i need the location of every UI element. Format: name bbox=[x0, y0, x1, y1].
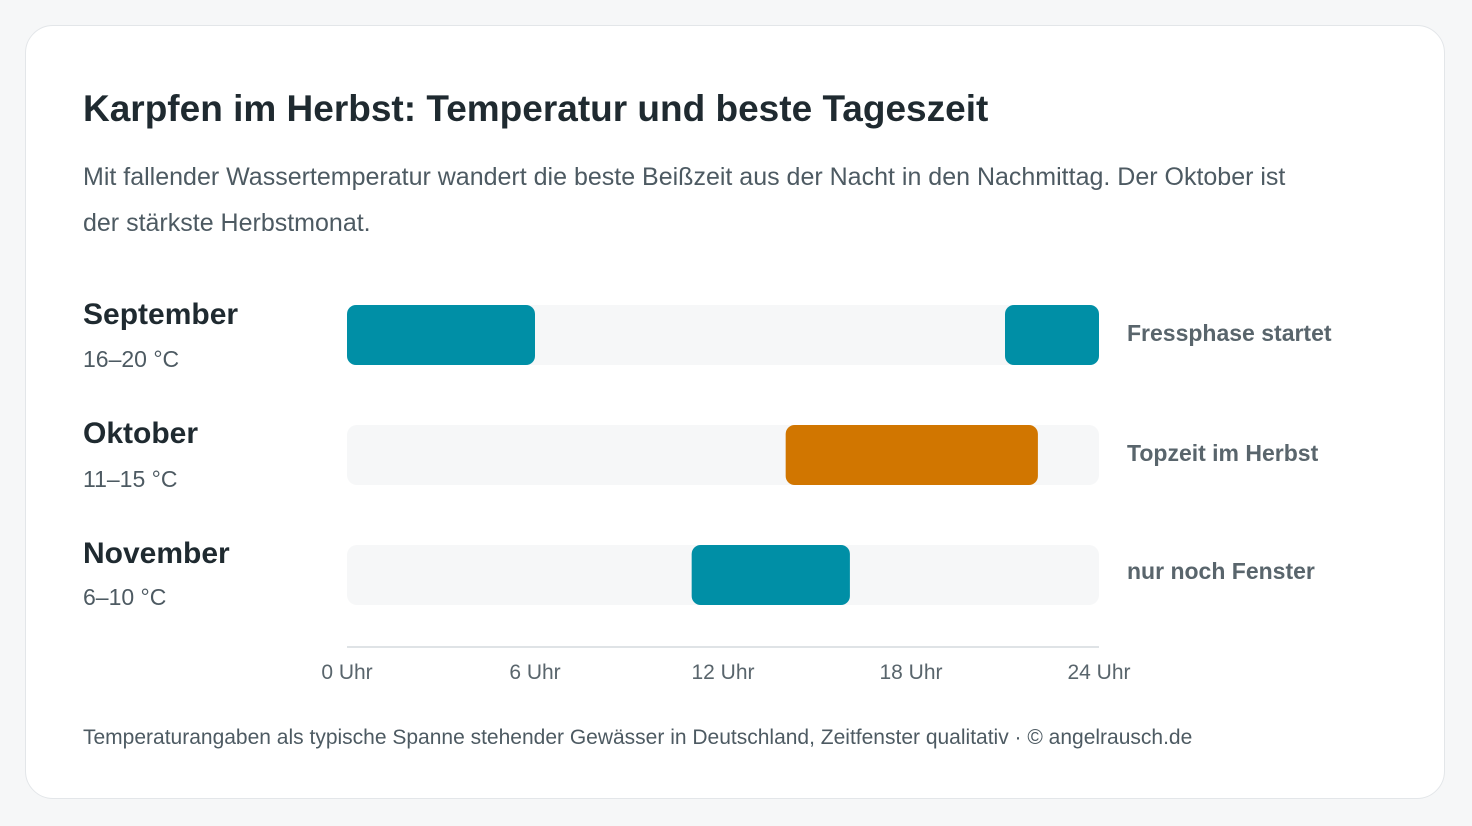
row-note-september: Fressphase startet bbox=[1127, 320, 1332, 346]
chart-title: Karpfen im Herbst: Temperatur und beste … bbox=[83, 88, 989, 129]
x-tick-label-12: 12 Uhr bbox=[691, 661, 754, 684]
row-temp-november: 6–10 °C bbox=[83, 584, 167, 610]
x-tick-label-18: 18 Uhr bbox=[879, 661, 942, 684]
chart-card: Karpfen im Herbst: Temperatur und beste … bbox=[25, 25, 1445, 799]
row-temp-oktober: 11–15 °C bbox=[83, 466, 178, 492]
row-month-september: September bbox=[83, 298, 239, 331]
x-tick-label-0: 0 Uhr bbox=[321, 661, 372, 684]
row-month-november: November bbox=[83, 537, 230, 570]
chart-subtitle: Mit fallender Wassertemperatur wandert d… bbox=[83, 163, 1286, 237]
bar-oktober-1 bbox=[785, 425, 1038, 485]
x-tick-label-24: 24 Uhr bbox=[1067, 661, 1130, 684]
bar-november-1 bbox=[691, 545, 850, 605]
bar-september-1 bbox=[347, 305, 535, 365]
bar-september-2 bbox=[1005, 305, 1099, 365]
x-tick-label-6: 6 Uhr bbox=[509, 661, 560, 684]
row-note-november: nur noch Fenster bbox=[1127, 558, 1315, 584]
row-note-oktober: Topzeit im Herbst bbox=[1127, 440, 1319, 466]
row-temp-september: 16–20 °C bbox=[83, 346, 180, 372]
timeline-chart: 0 Uhr 6 Uhr 12 Uhr 18 Uhr 24 Uhr bbox=[321, 305, 1131, 684]
chart-footer: Temperaturangaben als typische Spanne st… bbox=[83, 726, 1193, 749]
row-month-oktober: Oktober bbox=[83, 417, 199, 450]
